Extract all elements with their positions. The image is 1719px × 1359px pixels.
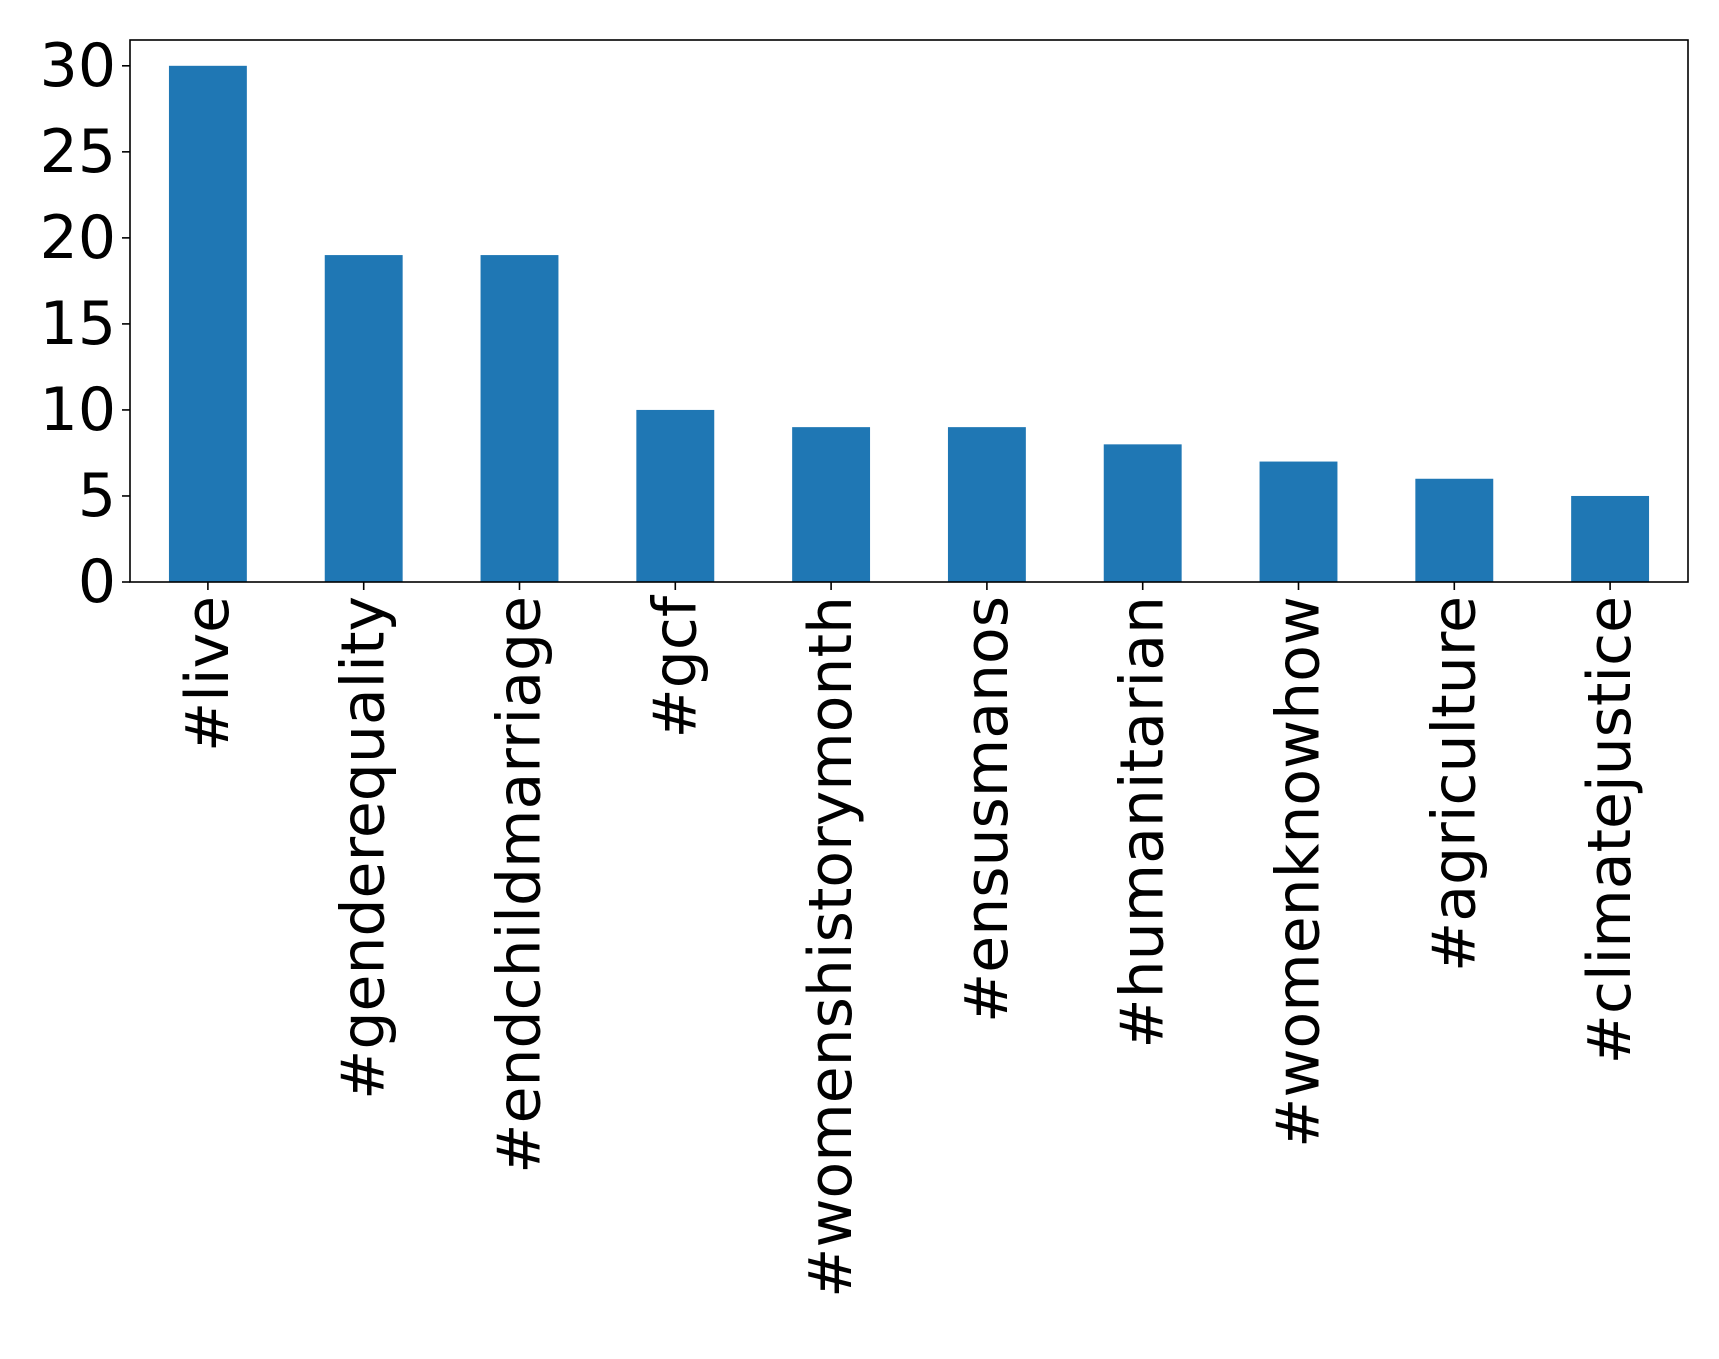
bar-humanitarian	[1103, 444, 1182, 582]
x-tick-label: #gcf	[640, 594, 710, 738]
y-tick-label: 15	[40, 289, 116, 359]
bar-climatejustice	[1571, 495, 1650, 582]
x-tick-label: #endchildmarriage	[485, 596, 555, 1174]
y-tick-label: 20	[40, 203, 116, 273]
bar-womenknowhow	[1259, 461, 1338, 582]
y-axis: 0 5 10 15 20 25 30	[40, 31, 130, 617]
bar-agriculture	[1415, 478, 1494, 582]
y-tick-label: 30	[40, 31, 116, 101]
bars-layer	[168, 65, 1650, 583]
x-tick-label: #agriculture	[1419, 596, 1489, 972]
bar-live	[168, 65, 247, 583]
bar-womenshistorymonth	[792, 427, 871, 582]
bar-gcf	[636, 409, 715, 582]
y-tick-label: 5	[78, 461, 116, 531]
y-tick-label: 10	[40, 375, 116, 445]
x-tick-label: #genderequality	[329, 596, 399, 1100]
x-tick-label: #womenknowhow	[1264, 596, 1334, 1148]
x-tick-label: #humanitarian	[1108, 596, 1178, 1049]
y-tick-label: 25	[40, 117, 116, 187]
x-tick-label: #ensusmanos	[952, 596, 1022, 1023]
x-tick-label: #live	[173, 596, 243, 752]
y-tick-label: 0	[78, 547, 116, 617]
bar-endchildmarriage	[480, 255, 559, 583]
x-tick-label: #womenshistorymonth	[796, 596, 866, 1298]
bar-ensusmanos	[947, 427, 1026, 582]
x-axis: #live #genderequality #endchildmarriage #gc…	[173, 582, 1645, 1298]
plot-frame	[129, 39, 1689, 583]
bar-genderequality	[324, 255, 403, 583]
x-tick-label: #climatejustice	[1575, 596, 1645, 1064]
